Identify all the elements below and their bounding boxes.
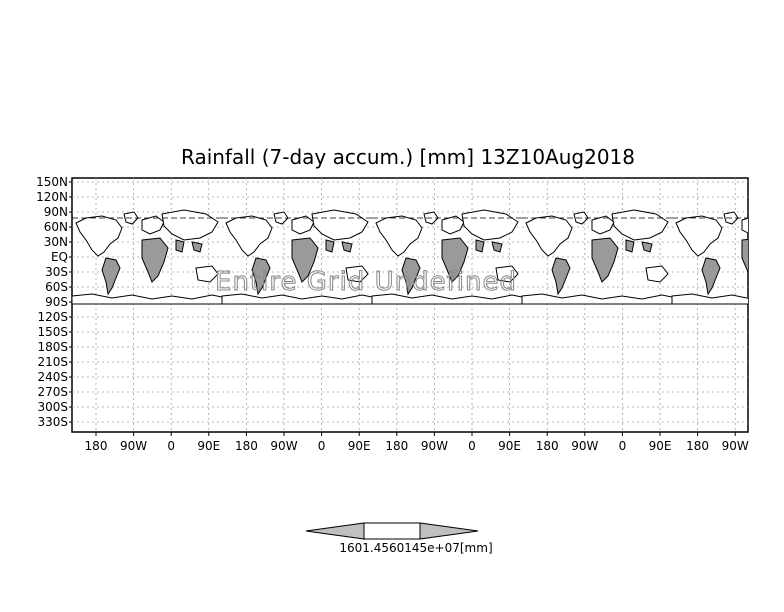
lat-tick-label: 150N [36,175,68,189]
lon-tick-label: 180 [536,439,559,453]
lon-tick-label: 0 [619,439,627,453]
lon-tick-label: 90E [649,439,672,453]
lat-tick-label: 60N [44,220,68,234]
lon-tick-label: 90W [270,439,297,453]
grid-lines [72,178,748,432]
lat-tick-label: 270S [37,385,68,399]
colorbar-right-triangle [419,522,479,540]
undefined-grid-message: Entire Grid Undefined [215,267,517,297]
lat-tick-label: 30S [45,265,68,279]
lat-tick-label: 240S [37,370,68,384]
lat-tick-label: 30N [44,235,68,249]
lat-tick-label: 300S [37,400,68,414]
lon-tick-label: 0 [167,439,175,453]
lat-tick-label: 60S [45,280,68,294]
lon-tick-label: 180 [85,439,108,453]
lon-tick-label: 90W [571,439,598,453]
colorbar-label: 1601.4560145e+07[mm] [339,541,492,555]
lat-tick-label: 90N [44,205,68,219]
lat-tick-label: 150S [37,325,68,339]
colorbar: 1601.4560145e+07[mm] [305,522,493,555]
lon-tick-label: 180 [235,439,258,453]
colorbar-left-triangle [305,522,365,540]
lat-tick-label: 120N [36,190,68,204]
lon-tick-label: 180 [385,439,408,453]
lat-tick-label: 180S [37,340,68,354]
lat-tick-label: 90S [45,295,68,309]
lon-tick-label: 90W [421,439,448,453]
map-title: Rainfall (7-day accum.) [mm] 13Z10Aug201… [181,145,635,169]
lat-tick-label: EQ [51,250,68,264]
longitude-labels: 180 90W 0 90E 180 90W 0 90E 180 90W 0 90E 180 90W 0 90E… [85,432,749,453]
lon-tick-label: 90W [120,439,147,453]
lon-tick-label: 0 [468,439,476,453]
lon-tick-label: 90E [348,439,371,453]
colorbar-box [363,522,421,540]
lat-tick-label: 330S [37,415,68,429]
lon-tick-label: 0 [318,439,326,453]
latitude-labels: 150N120N90N60N30NEQ30S60S90S120S150S180S… [36,175,72,429]
lat-tick-label: 210S [37,355,68,369]
lon-tick-label: 90E [498,439,521,453]
lat-tick-label: 120S [37,310,68,324]
lon-tick-label: 90W [722,439,749,453]
lon-tick-label: 180 [686,439,709,453]
lon-tick-label: 90E [197,439,220,453]
